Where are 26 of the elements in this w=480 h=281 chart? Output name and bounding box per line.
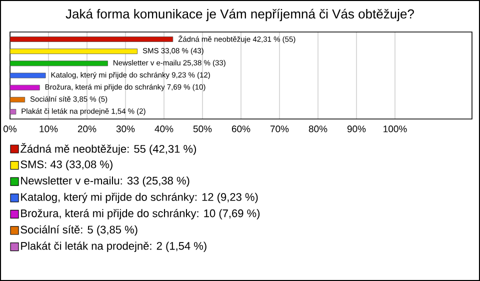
bar — [10, 36, 174, 42]
bar — [10, 109, 16, 114]
x-tick-label: 30% — [116, 126, 135, 132]
x-tick-label: 50% — [193, 126, 212, 132]
x-tick-label: 0% — [4, 126, 17, 132]
text: Plakát či leták na prodejně: 2 (1,54 %) — [21, 242, 206, 252]
text: Katalog, který mi přijde do schránky: 12 (9,23 %) — [21, 192, 258, 204]
x-tick-label: 40% — [154, 126, 174, 132]
x-tick-label: 100% — [384, 126, 407, 132]
x-tick-label: 20% — [78, 126, 96, 132]
bar — [10, 84, 40, 90]
text: Brožura, která mi přijde do schránky: 10 (7,69 %) — [21, 209, 260, 220]
text: Žádná mě neobtěžuje: 55 (42,31 %) — [20, 143, 196, 155]
bar — [10, 48, 138, 54]
x-tick-label: 90% — [347, 126, 366, 132]
text: Sociální sítě: 5 (3,85 %) — [20, 225, 138, 236]
bar — [10, 60, 108, 66]
text: Newsletter v e-mailu: 33 (25,38 %) — [21, 176, 190, 187]
x-tick-label: 10% — [40, 126, 58, 132]
text: SMS: 43 (33,08 %) — [20, 160, 112, 170]
x-tick-label: 80% — [308, 126, 328, 132]
bar — [10, 96, 26, 102]
bar — [10, 72, 46, 78]
x-tick-label: 60% — [232, 126, 250, 132]
chart-title: Jaká forma komunikace je Vám nepříjemná či Vás obtěžuje? — [66, 8, 414, 22]
x-tick-label: 70% — [270, 126, 289, 132]
